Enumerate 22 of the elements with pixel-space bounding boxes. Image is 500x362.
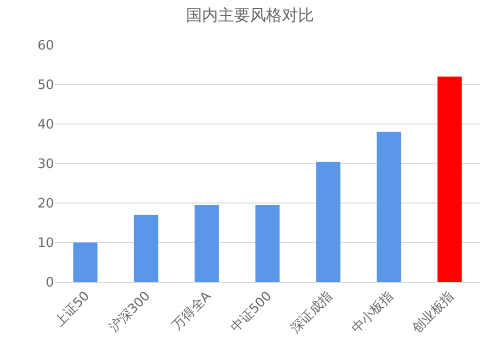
x-tick-label: 深证成指 xyxy=(288,288,336,336)
bar xyxy=(376,132,402,282)
y-tick-label: 60 xyxy=(37,38,54,54)
bar xyxy=(316,162,340,282)
y-tick-label: 10 xyxy=(37,236,54,252)
x-tick-label: 万得全A xyxy=(170,288,214,334)
y-tick-label: 20 xyxy=(37,196,54,212)
bar xyxy=(134,214,158,282)
x-tick-label: 中小板指 xyxy=(348,288,396,336)
y-tick-label: 0 xyxy=(46,276,54,291)
chart-title: 国内主要风格对比 xyxy=(186,5,314,24)
x-tick-label: 沪深300 xyxy=(106,288,154,336)
bar xyxy=(194,204,219,282)
y-tick-label: 50 xyxy=(37,78,54,94)
x-tick-label: 中证500 xyxy=(228,288,275,336)
x-tick-label: 创业板指 xyxy=(410,288,458,336)
bar xyxy=(73,242,98,282)
y-tick-label: 40 xyxy=(37,118,54,133)
bar xyxy=(438,76,462,282)
bar xyxy=(255,204,280,282)
x-tick-label: 上证50 xyxy=(52,288,93,330)
y-tick-label: 30 xyxy=(37,157,54,172)
